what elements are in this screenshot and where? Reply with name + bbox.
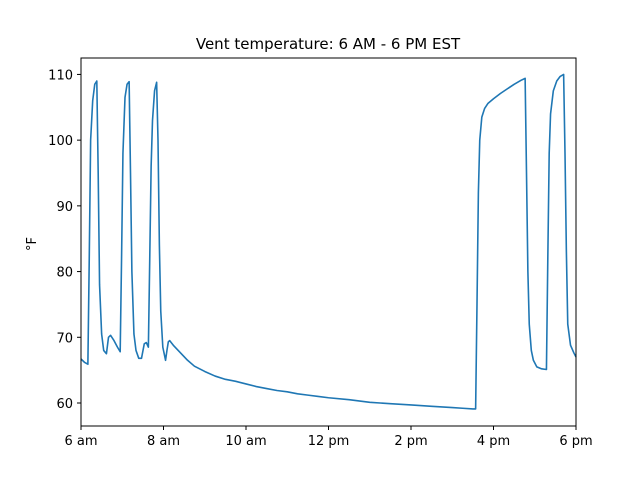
y-tick-label: 110 <box>48 68 73 83</box>
x-tick-label: 6 pm <box>559 434 592 449</box>
series-line-0 <box>80 73 577 410</box>
x-tick-label: 6 am <box>64 434 97 449</box>
y-tick-label: 70 <box>56 331 73 346</box>
x-axis: 6 am 8 am 10 am 12 pm 2 pm 4 pm 6 pm <box>64 426 593 449</box>
y-axis-label: °F <box>25 237 40 251</box>
y-axis: 60 70 80 90 100 110 <box>48 68 81 412</box>
x-tick-label: 8 am <box>147 434 180 449</box>
plot-area <box>80 73 577 410</box>
x-tick-label: 10 am <box>225 434 266 449</box>
x-tick-label: 2 pm <box>394 434 427 449</box>
y-tick-label: 80 <box>56 266 73 281</box>
x-tick-label: 12 pm <box>308 434 350 449</box>
y-tick-label: 100 <box>48 134 73 149</box>
y-tick-label: 60 <box>56 397 73 412</box>
chart-title: Vent temperature: 6 AM - 6 PM EST <box>196 35 461 53</box>
axes-frame <box>80 57 577 427</box>
y-tick-label: 90 <box>56 200 73 215</box>
x-tick-label: 4 pm <box>477 434 510 449</box>
